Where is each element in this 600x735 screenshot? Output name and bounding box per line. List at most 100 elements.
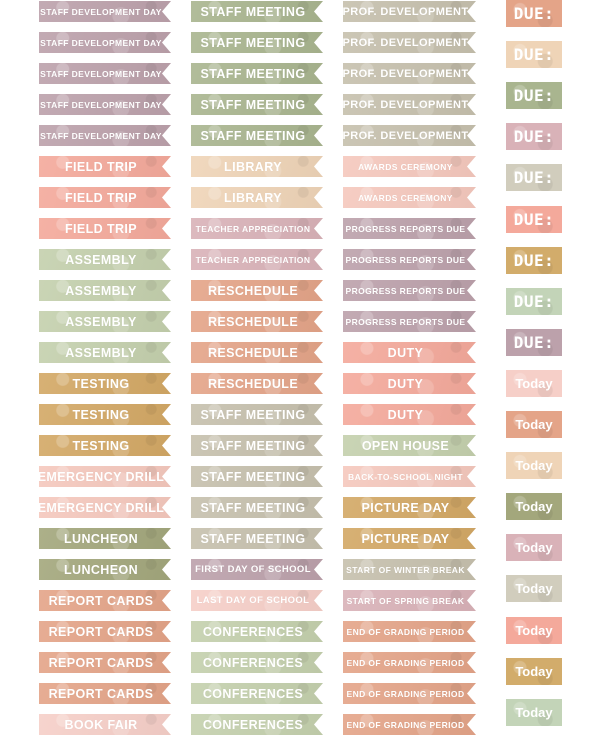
sticker-banner: REPORT CARDS bbox=[39, 621, 171, 642]
sticker-label: LUNCHEON bbox=[63, 531, 139, 546]
sticker-label: EMERGENCY DRILL bbox=[39, 500, 165, 515]
sticker-banner: PROF. DEVELOPMENT bbox=[343, 125, 476, 146]
sticker-banner: STAFF MEETING bbox=[191, 94, 323, 115]
tag-label: Today bbox=[515, 458, 553, 473]
sticker-banner: FIRST DAY OF SCHOOL bbox=[191, 559, 323, 580]
today-sticker: Today bbox=[506, 658, 562, 685]
sticker-label: PROGRESS REPORTS DUE bbox=[345, 285, 466, 296]
today-sticker: Today bbox=[506, 452, 562, 479]
sticker-banner: EMERGENCY DRILL bbox=[39, 497, 171, 518]
today-sticker: Today bbox=[506, 534, 562, 561]
sticker-label: STAFF MEETING bbox=[200, 66, 306, 81]
sticker-banner: RESCHEDULE bbox=[191, 342, 323, 363]
sticker-banner: AWARDS CEREMONY bbox=[343, 187, 476, 208]
tag-label: DUE: bbox=[513, 86, 555, 105]
sticker-label: DUTY bbox=[387, 376, 424, 391]
sticker-label: PICTURE DAY bbox=[361, 500, 450, 515]
sticker-label: START OF WINTER BREAK bbox=[346, 564, 465, 575]
sticker-label: LAST DAY OF SCHOOL bbox=[196, 595, 310, 606]
sticker-banner: STAFF MEETING bbox=[191, 435, 323, 456]
sticker-banner: END OF GRADING PERIOD bbox=[343, 652, 476, 673]
sticker-banner: PROF. DEVELOPMENT bbox=[343, 1, 476, 22]
due-sticker: DUE: bbox=[506, 123, 562, 150]
sticker-banner: EMERGENCY DRILL bbox=[39, 466, 171, 487]
sticker-banner: RESCHEDULE bbox=[191, 311, 323, 332]
tag-label: DUE: bbox=[513, 292, 555, 311]
sticker-banner: STAFF MEETING bbox=[191, 32, 323, 53]
tag-label: DUE: bbox=[513, 168, 555, 187]
sticker-label: RESCHEDULE bbox=[207, 345, 299, 360]
tag-label: Today bbox=[515, 417, 553, 432]
sticker-label: CONFERENCES bbox=[202, 624, 304, 639]
sticker-banner: ASSEMBLY bbox=[39, 342, 171, 363]
sticker-banner: REPORT CARDS bbox=[39, 590, 171, 611]
sticker-label: PICTURE DAY bbox=[361, 531, 450, 546]
sticker-banner: BACK-TO-SCHOOL NIGHT bbox=[343, 466, 476, 487]
tag-label: DUE: bbox=[513, 333, 555, 352]
sticker-label: TEACHER APPRECIATION bbox=[195, 223, 311, 234]
sticker-label: CONFERENCES bbox=[202, 717, 304, 732]
sticker-banner: END OF GRADING PERIOD bbox=[343, 621, 476, 642]
sticker-label: BACK-TO-SCHOOL NIGHT bbox=[348, 471, 463, 482]
sticker-label: PROGRESS REPORTS DUE bbox=[345, 254, 466, 265]
sticker-banner: PROGRESS REPORTS DUE bbox=[343, 218, 476, 239]
sticker-banner: END OF GRADING PERIOD bbox=[343, 683, 476, 704]
sticker-label: ASSEMBLY bbox=[65, 283, 137, 298]
sticker-banner: TEACHER APPRECIATION bbox=[191, 249, 323, 270]
sticker-label: PROF. DEVELOPMENT bbox=[343, 36, 469, 49]
sticker-banner: STAFF DEVELOPMENT DAY bbox=[39, 63, 171, 84]
sticker-banner: STAFF DEVELOPMENT DAY bbox=[39, 32, 171, 53]
sticker-banner: STAFF DEVELOPMENT DAY bbox=[39, 125, 171, 146]
sticker-label: PROGRESS REPORTS DUE bbox=[345, 223, 466, 234]
sticker-label: FIELD TRIP bbox=[64, 190, 138, 205]
sticker-label: STAFF MEETING bbox=[200, 128, 306, 143]
sticker-label: REPORT CARDS bbox=[48, 686, 154, 701]
tag-label: Today bbox=[515, 623, 553, 638]
sticker-banner: PICTURE DAY bbox=[343, 528, 476, 549]
sticker-banner: DUTY bbox=[343, 404, 476, 425]
due-sticker: DUE: bbox=[506, 0, 562, 27]
sticker-banner: PICTURE DAY bbox=[343, 497, 476, 518]
due-sticker: DUE: bbox=[506, 329, 562, 356]
sticker-label: TEACHER APPRECIATION bbox=[195, 254, 311, 265]
sticker-label: ASSEMBLY bbox=[65, 252, 137, 267]
sticker-label: REPORT CARDS bbox=[48, 593, 154, 608]
sticker-banner: PROGRESS REPORTS DUE bbox=[343, 311, 476, 332]
sticker-label: PROF. DEVELOPMENT bbox=[343, 5, 469, 18]
sticker-label: STAFF DEVELOPMENT DAY bbox=[40, 68, 162, 79]
sticker-banner: TESTING bbox=[39, 435, 171, 456]
sticker-label: REPORT CARDS bbox=[48, 624, 154, 639]
tag-label: DUE: bbox=[513, 45, 555, 64]
due-sticker: DUE: bbox=[506, 247, 562, 274]
sticker-label: FIELD TRIP bbox=[64, 221, 138, 236]
sticker-label: START OF SPRING BREAK bbox=[346, 595, 465, 606]
sticker-banner: CONFERENCES bbox=[191, 621, 323, 642]
sticker-banner: LUNCHEON bbox=[39, 559, 171, 580]
sticker-label: LIBRARY bbox=[224, 159, 282, 174]
sticker-label: STAFF MEETING bbox=[200, 438, 306, 453]
sticker-label: PROF. DEVELOPMENT bbox=[343, 67, 469, 80]
sticker-banner: TESTING bbox=[39, 404, 171, 425]
sticker-label: TESTING bbox=[72, 438, 130, 453]
sticker-banner: LIBRARY bbox=[191, 156, 323, 177]
sticker-banner: STAFF MEETING bbox=[191, 125, 323, 146]
sticker-label: BOOK FAIR bbox=[64, 717, 138, 732]
sticker-banner: REPORT CARDS bbox=[39, 683, 171, 704]
due-sticker: DUE: bbox=[506, 41, 562, 68]
sticker-banner: DUTY bbox=[343, 342, 476, 363]
today-sticker: Today bbox=[506, 493, 562, 520]
sticker-banner: PROF. DEVELOPMENT bbox=[343, 63, 476, 84]
today-sticker: Today bbox=[506, 699, 562, 726]
sticker-banner: ASSEMBLY bbox=[39, 311, 171, 332]
sticker-label: END OF GRADING PERIOD bbox=[346, 657, 465, 668]
sticker-banner: CONFERENCES bbox=[191, 683, 323, 704]
sticker-banner: PROF. DEVELOPMENT bbox=[343, 94, 476, 115]
sticker-banner: STAFF MEETING bbox=[191, 466, 323, 487]
sticker-label: STAFF MEETING bbox=[200, 500, 306, 515]
sticker-label: STAFF MEETING bbox=[200, 97, 306, 112]
today-sticker: Today bbox=[506, 411, 562, 438]
sticker-banner: RESCHEDULE bbox=[191, 373, 323, 394]
sticker-banner: RESCHEDULE bbox=[191, 280, 323, 301]
sticker-label: STAFF MEETING bbox=[200, 469, 306, 484]
sticker-label: PROF. DEVELOPMENT bbox=[343, 98, 469, 111]
